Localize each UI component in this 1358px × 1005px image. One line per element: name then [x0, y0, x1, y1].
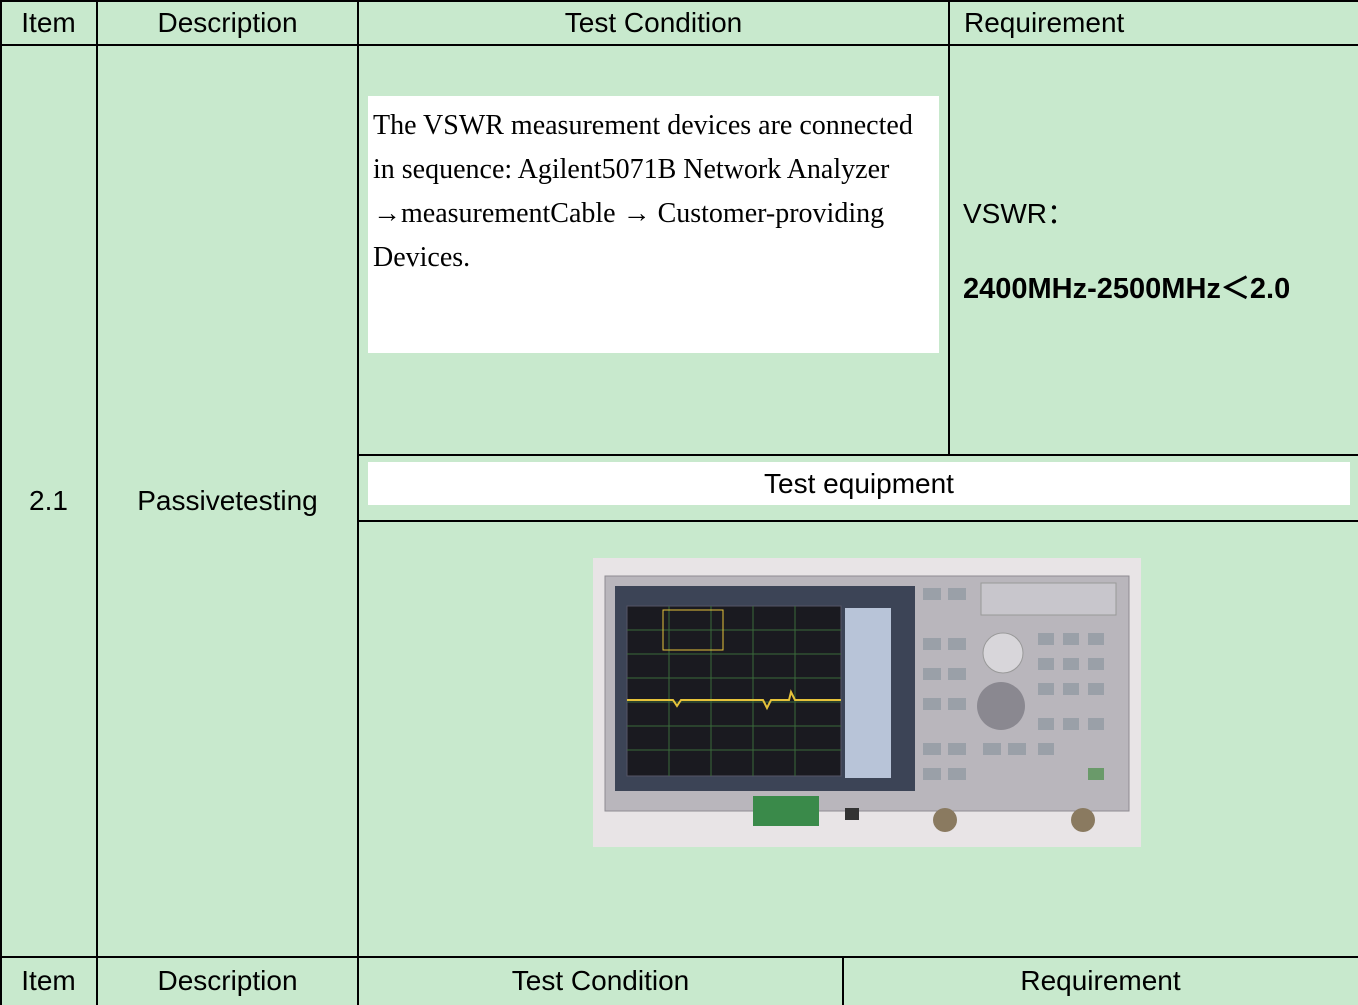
border: [948, 0, 950, 455]
footer-cell: Requirement: [1020, 965, 1181, 996]
equipment-heading: Test equipment: [368, 462, 1350, 505]
border: [358, 454, 1358, 456]
footer-cell: Test Condition: [511, 965, 690, 996]
requirement-label: VSWR：: [963, 198, 1076, 229]
border: [0, 0, 2, 1005]
equipment-photo: [593, 558, 1141, 847]
header-cell: Test Condition: [564, 6, 743, 38]
test-condition: The VSWR measurement devices are connect…: [368, 96, 939, 353]
header-cell: Item: [21, 6, 76, 38]
border: [96, 0, 98, 1005]
border: [0, 44, 1358, 46]
footer-cell: Description: [157, 965, 298, 996]
requirement-value: 2400MHz-2500MHz＜2.0: [963, 273, 1291, 305]
item-cell: 2.1: [29, 485, 68, 516]
border: [357, 0, 359, 1005]
description-cell: Passivetesting: [137, 485, 318, 516]
footer-cell: Item: [21, 965, 76, 996]
header-cell: Description: [157, 6, 298, 38]
border: [0, 956, 1358, 958]
header-cell: Requirement: [964, 6, 1125, 38]
border: [842, 957, 844, 1005]
border: [0, 0, 1358, 2]
border: [358, 520, 1358, 522]
